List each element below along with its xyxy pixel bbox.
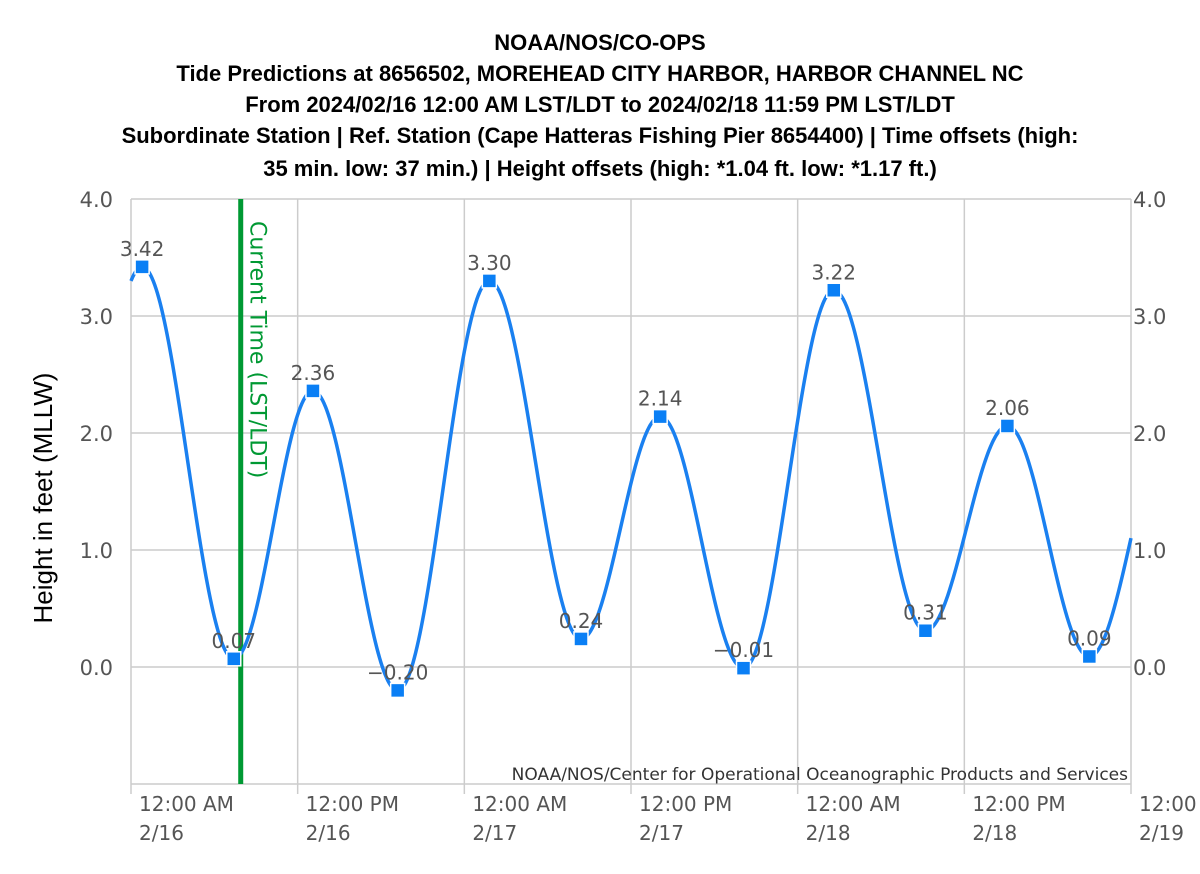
y-tick-label-right: 1.0 [1133, 539, 1166, 563]
tide-point-marker [737, 661, 751, 675]
tide-point-marker [574, 632, 588, 646]
current-time-marker: Current Time (LST/LDT) [241, 199, 270, 784]
x-tick-date: 2/17 [639, 821, 684, 845]
x-tick-time: 12:00 PM [306, 792, 399, 816]
y-tick-label-left: 1.0 [80, 539, 113, 563]
tide-point-marker [482, 274, 496, 288]
tide-point-marker [1082, 649, 1096, 663]
y-tick-label-right: 2.0 [1133, 422, 1166, 446]
y-tick-label-left: 3.0 [80, 305, 113, 329]
y-tick-label-right: 4.0 [1133, 188, 1166, 212]
tide-point-marker [653, 410, 667, 424]
tide-point-label: 3.30 [467, 251, 512, 275]
tide-point-marker [135, 260, 149, 274]
chart-title: NOAA/NOS/CO-OPS Tide Predictions at 86565… [122, 30, 1079, 181]
tide-point-marker [227, 652, 241, 666]
tide-point-marker [918, 624, 932, 638]
x-tick-time: 12:00 PM [972, 792, 1065, 816]
tide-point-marker [1000, 419, 1014, 433]
tide-point-label: −0.20 [367, 660, 428, 684]
title-line-3: From 2024/02/16 12:00 AM LST/LDT to 2024… [245, 92, 955, 117]
y-tick-label-right: 3.0 [1133, 305, 1166, 329]
title-line-4: Subordinate Station | Ref. Station (Cape… [122, 123, 1079, 148]
chart-credit: NOAA/NOS/Center for Operational Oceanogr… [512, 765, 1128, 785]
current-time-label: Current Time (LST/LDT) [245, 221, 270, 478]
y-axis-label: Height in feet (MLLW) [28, 373, 58, 624]
x-tick-date: 2/17 [472, 821, 517, 845]
y-tick-label-left: 0.0 [80, 656, 113, 680]
tide-point-label: 0.09 [1067, 626, 1112, 650]
x-tick-date: 2/16 [306, 821, 351, 845]
tide-point-label: 0.07 [212, 629, 257, 653]
title-line-5: 35 min. low: 37 min.) | Height offsets (… [263, 156, 937, 181]
x-tick-time: 12:00 [1139, 792, 1197, 816]
x-tick-time: 12:00 PM [639, 792, 732, 816]
x-tick-date: 2/18 [806, 821, 851, 845]
x-tick-date: 2/19 [1139, 821, 1184, 845]
tide-point-label: 2.06 [985, 396, 1030, 420]
x-tick-time: 12:00 AM [139, 792, 234, 816]
y-tick-label-right: 0.0 [1133, 656, 1166, 680]
tide-point-label: 0.24 [559, 609, 604, 633]
y-tick-label-left: 4.0 [80, 188, 113, 212]
x-tick-time: 12:00 AM [806, 792, 901, 816]
x-tick-date: 2/16 [139, 821, 184, 845]
tide-point-marker [827, 283, 841, 297]
tide-point-label: 3.22 [812, 260, 857, 284]
tide-point-label: −0.01 [713, 638, 774, 662]
tide-point-label: 0.31 [903, 601, 948, 625]
title-line-2: Tide Predictions at 8656502, MOREHEAD CI… [176, 61, 1023, 86]
tide-point-label: 2.36 [291, 361, 336, 385]
tide-point-marker [391, 683, 405, 697]
y-tick-label-left: 2.0 [80, 422, 113, 446]
tide-point-label: 2.14 [638, 387, 683, 411]
x-tick-time: 12:00 AM [472, 792, 567, 816]
x-tick-date: 2/18 [972, 821, 1017, 845]
title-line-1: NOAA/NOS/CO-OPS [494, 30, 705, 55]
tide-point-label: 3.42 [120, 237, 165, 261]
tide-point-marker [306, 384, 320, 398]
